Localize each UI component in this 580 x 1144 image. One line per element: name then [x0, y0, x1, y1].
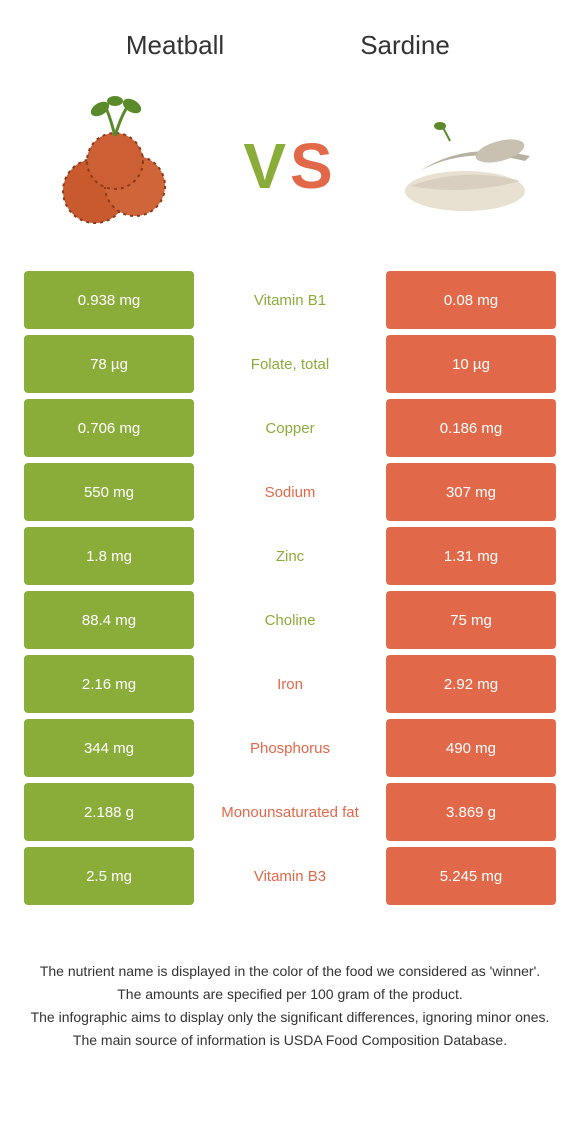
table-row: 78 µgFolate, total10 µg [24, 335, 556, 393]
table-row: 1.8 mgZinc1.31 mg [24, 527, 556, 585]
nutrient-label: Iron [194, 655, 386, 713]
table-row: 2.188 gMonounsaturated fat3.869 g [24, 783, 556, 841]
meatball-image [40, 91, 190, 241]
left-food-title: Meatball [60, 30, 290, 61]
left-value: 1.8 mg [24, 527, 194, 585]
right-value: 490 mg [386, 719, 556, 777]
right-value: 3.869 g [386, 783, 556, 841]
nutrient-label: Monounsaturated fat [194, 783, 386, 841]
right-food-title: Sardine [290, 30, 520, 61]
comparison-table: 0.938 mgVitamin B10.08 mg 78 µgFolate, to… [0, 271, 580, 905]
right-value: 0.186 mg [386, 399, 556, 457]
header: Meatball Sardine [0, 0, 580, 81]
left-value: 2.16 mg [24, 655, 194, 713]
footer-line-4: The main source of information is USDA F… [30, 1030, 550, 1051]
left-value: 0.938 mg [24, 271, 194, 329]
footer-line-3: The infographic aims to display only the… [30, 1007, 550, 1028]
vs-v: V [243, 130, 290, 202]
left-value: 0.706 mg [24, 399, 194, 457]
table-row: 0.706 mgCopper0.186 mg [24, 399, 556, 457]
nutrient-label: Vitamin B3 [194, 847, 386, 905]
nutrient-label: Folate, total [194, 335, 386, 393]
left-value: 344 mg [24, 719, 194, 777]
nutrient-label: Phosphorus [194, 719, 386, 777]
left-value: 2.5 mg [24, 847, 194, 905]
nutrient-label: Sodium [194, 463, 386, 521]
footer-line-1: The nutrient name is displayed in the co… [30, 961, 550, 982]
footer-line-2: The amounts are specified per 100 gram o… [30, 984, 550, 1005]
right-value: 307 mg [386, 463, 556, 521]
images-row: VS [0, 81, 580, 271]
left-value: 78 µg [24, 335, 194, 393]
table-row: 2.16 mgIron2.92 mg [24, 655, 556, 713]
nutrient-label: Zinc [194, 527, 386, 585]
right-value: 75 mg [386, 591, 556, 649]
left-value: 550 mg [24, 463, 194, 521]
nutrient-label: Vitamin B1 [194, 271, 386, 329]
right-value: 0.08 mg [386, 271, 556, 329]
right-value: 2.92 mg [386, 655, 556, 713]
nutrient-label: Choline [194, 591, 386, 649]
left-value: 2.188 g [24, 783, 194, 841]
table-row: 88.4 mgCholine75 mg [24, 591, 556, 649]
footer-notes: The nutrient name is displayed in the co… [0, 911, 580, 1051]
table-row: 550 mgSodium307 mg [24, 463, 556, 521]
left-value: 88.4 mg [24, 591, 194, 649]
table-row: 344 mgPhosphorus490 mg [24, 719, 556, 777]
right-value: 5.245 mg [386, 847, 556, 905]
vs-s: S [290, 130, 337, 202]
nutrient-label: Copper [194, 399, 386, 457]
vs-label: VS [243, 129, 336, 203]
sardine-image [390, 91, 540, 241]
right-value: 1.31 mg [386, 527, 556, 585]
right-value: 10 µg [386, 335, 556, 393]
table-row: 0.938 mgVitamin B10.08 mg [24, 271, 556, 329]
table-row: 2.5 mgVitamin B35.245 mg [24, 847, 556, 905]
